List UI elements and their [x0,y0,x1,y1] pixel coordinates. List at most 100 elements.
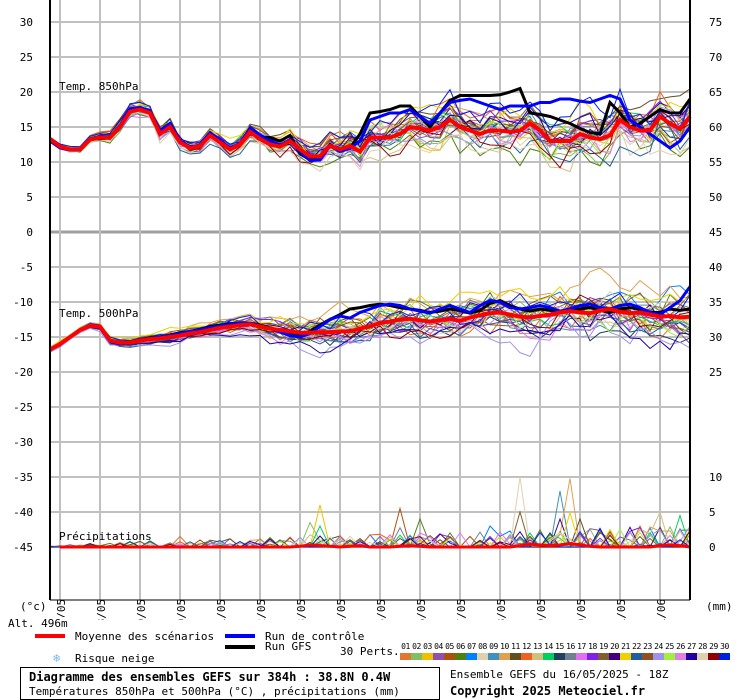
ensemble-chart: 302520151050-5-10-15-20-25-30-35-40-4517… [13,0,722,620]
date-tick-label: 22/05 [255,599,268,620]
date-tick-label: 23/05 [295,599,308,620]
legend-pert-swatch [587,653,598,660]
run-info: Ensemble GEFS du 16/05/2025 - 18Z [450,668,669,681]
legend-pert-number: 13 [533,642,542,651]
left-tick-label: 5 [26,191,33,204]
grid [50,0,690,600]
left-tick-label: 30 [20,16,33,29]
right-unit: (mm) [706,600,733,613]
legend-pert-number: 11 [511,642,520,651]
legend-pert-number: 20 [610,642,619,651]
legend-pert-swatch [422,653,433,660]
legend-pert-number: 23 [643,642,652,651]
left-tick-label: -15 [13,331,33,344]
right-tick-label: 65 [709,86,722,99]
date-tick-label: 31/05 [615,599,628,620]
legend-snow-label: Risque neige [75,652,155,665]
legend-pert-number: 03 [423,642,432,651]
date-tick-label: 18/05 [95,599,108,620]
date-tick-label: 01/06 [655,599,668,620]
legend-pert-swatch [499,653,510,660]
right-tick-label: 40 [709,261,722,274]
legend-pert-number: 26 [676,642,685,651]
legend-pert-swatch [532,653,543,660]
legend-pert-number: 08 [478,642,487,651]
legend-mean-label: Moyenne des scénarios [75,630,215,643]
left-tick-label: -40 [13,506,33,519]
legend-pert-swatch [444,653,455,660]
legend-pert-swatch [598,653,609,660]
series [48,86,692,549]
date-tick-label: 19/05 [135,599,148,620]
legend-pert-swatch [609,653,620,660]
legend-gfs-swatch [225,645,255,649]
legend-pert-number: 17 [577,642,586,651]
right-tick-label: 35 [709,296,722,309]
legend-pert-swatch [653,653,664,660]
right-tick-label: 70 [709,51,722,64]
date-tick-label: 29/05 [535,599,548,620]
label-t850: Temp. 850hPa [59,80,138,93]
legend-pert-number: 15 [555,642,564,651]
copyright: Copyright 2025 Meteociel.fr [450,684,646,698]
legend-pert-number: 09 [489,642,498,651]
legend-pert-swatch [642,653,653,660]
right-tick-label: 0 [709,541,716,554]
legend-gfs-label: Run GFS [265,640,312,653]
legend-pert-number: 30 [720,642,729,651]
legend-pert-swatch [477,653,488,660]
legend-pert-number: 05 [445,642,454,651]
left-tick-label: 0 [26,226,33,239]
legend-pert-number: 25 [665,642,674,651]
left-tick-label: -20 [13,366,33,379]
altitude: Alt. 496m [8,617,68,630]
label-t500: Temp. 500hPa [59,307,138,320]
legend-pert-swatch [433,653,444,660]
left-tick-label: 10 [20,156,33,169]
legend-pert-swatch [521,653,532,660]
legend-mean-swatch [35,634,65,638]
date-tick-label: 21/05 [215,599,228,620]
left-tick-label: -10 [13,296,33,309]
legend-pert-number: 18 [588,642,597,651]
right-tick-label: 25 [709,366,722,379]
title-box: Diagramme des ensembles GEFS sur 384h : … [20,667,440,700]
date-tick-label: 25/05 [375,599,388,620]
legend-pert-number: 28 [698,642,707,651]
label-precip: Précipitations [59,530,152,543]
right-tick-label: 45 [709,226,722,239]
legend-pert-number: 22 [632,642,641,651]
legend-pert-swatch [400,653,411,660]
t500-perturbation-27 [49,307,691,354]
legend-pert-swatch [697,653,708,660]
legend-pert-numbers: 01 02 03 04 05 06 07 08 09 10 11 12 13 14 15 16 17 18 19 20… [400,639,730,652]
legend-pert-number: 21 [621,642,630,651]
right-tick-label: 55 [709,156,722,169]
legend-control-label: Run de contrôle [265,630,365,643]
legend-pert-number: 16 [566,642,575,651]
date-tick-label: 28/05 [495,599,508,620]
left-tick-label: -35 [13,471,33,484]
date-tick-label: 27/05 [455,599,468,620]
precip-mean-line [60,541,691,549]
legend-pert-swatch [576,653,587,660]
left-tick-label: 15 [20,121,33,134]
legend-pert-number: 06 [456,642,465,651]
date-tick-label: 20/05 [175,599,188,620]
right-tick-label: 10 [709,471,722,484]
legend-pert-number: 27 [687,642,696,651]
t850-mean-line [48,107,692,159]
t500-perturbation-24 [49,313,691,359]
axes: 302520151050-5-10-15-20-25-30-35-40-4517… [13,0,722,620]
legend-pert-number: 24 [654,642,663,651]
legend-pert-swatch [620,653,631,660]
right-tick-label: 30 [709,331,722,344]
date-tick-label: 30/05 [575,599,588,620]
legend-pert-swatch [631,653,642,660]
left-tick-label: -30 [13,436,33,449]
snowflake-icon: ❄ [53,651,61,665]
legend-pert-swatch [686,653,697,660]
legend-pert-swatch [543,653,554,660]
legend-pert-swatch [664,653,675,660]
right-tick-label: 50 [709,191,722,204]
